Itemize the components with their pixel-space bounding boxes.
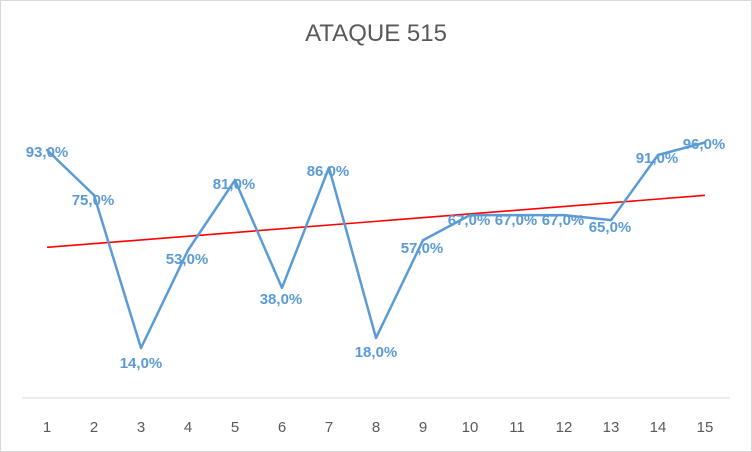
data-labels-group: 93,0% 75,0% 14,0% 53,0% 81,0% 38,0% 86,0% 18,0%… (26, 136, 726, 372)
x-tick-label: 11 (509, 419, 525, 436)
data-point (186, 249, 190, 252)
x-tick-label: 9 (419, 419, 427, 436)
x-tick-label: 8 (372, 419, 380, 436)
data-point (515, 213, 519, 217)
data-point (280, 286, 284, 290)
data-point (468, 213, 472, 217)
data-point (92, 193, 96, 197)
trendline (46, 194, 706, 249)
series-line (46, 141, 706, 350)
data-point (421, 239, 425, 242)
data-label: 75,0% (72, 192, 115, 209)
data-point (139, 346, 143, 350)
data-point (327, 166, 331, 169)
data-point (703, 141, 707, 144)
data-point (562, 213, 566, 217)
data-label: 91,0% (636, 150, 679, 167)
x-tick-label: 10 (462, 419, 479, 436)
x-tick-label: 14 (650, 419, 667, 436)
x-tick-label: 5 (231, 419, 239, 436)
data-label: 53,0% (166, 251, 209, 268)
data-point (233, 178, 237, 182)
data-point (656, 153, 660, 157)
x-tick-label: 2 (90, 419, 98, 436)
data-label: 67,0% (495, 212, 538, 229)
data-label: 67,0% (542, 212, 585, 229)
data-label: 18,0% (355, 344, 398, 361)
data-label: 57,0% (401, 240, 444, 257)
data-point (609, 218, 613, 222)
x-tick-label: 13 (603, 419, 620, 436)
data-label: 38,0% (260, 291, 303, 308)
x-tick-label: 12 (556, 419, 573, 436)
data-label: 14,0% (120, 355, 163, 372)
chart-title: ATAQUE 515 (305, 20, 447, 47)
data-label: 86,0% (307, 163, 350, 180)
data-label: 81,0% (213, 176, 256, 193)
data-label: 93,0% (26, 144, 69, 161)
data-point (45, 148, 49, 152)
x-tick-label: 7 (325, 419, 333, 436)
x-tick-label: 15 (697, 419, 714, 436)
data-point (374, 336, 378, 340)
x-tick-label: 4 (184, 419, 192, 436)
x-tick-labels-group: 1 2 3 4 5 6 7 8 9 10 11 12 13 14 15 (43, 419, 714, 436)
x-tick-label: 3 (137, 419, 145, 436)
data-label: 65,0% (589, 219, 632, 236)
series-line-group (45, 141, 707, 350)
data-label: 96,0% (683, 136, 726, 153)
data-label: 67,0% (448, 212, 491, 229)
x-tick-label: 1 (43, 419, 51, 436)
x-tick-label: 6 (278, 419, 286, 436)
